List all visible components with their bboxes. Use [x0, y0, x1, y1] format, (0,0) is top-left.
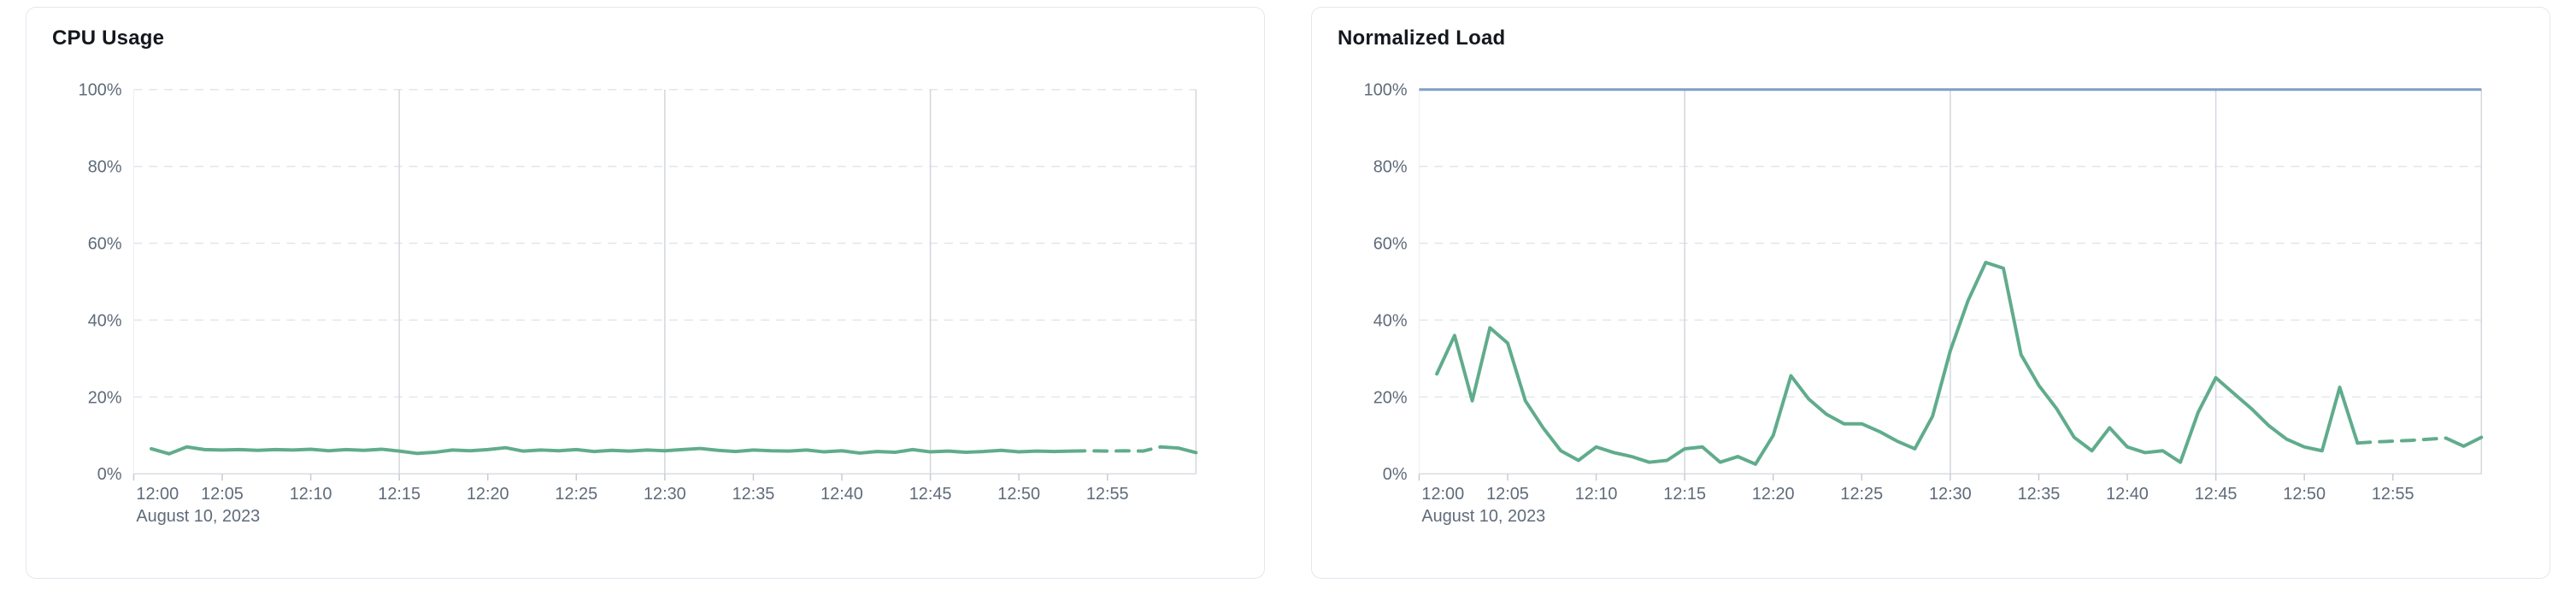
- y-axis-label: 20%: [88, 388, 122, 407]
- x-axis-label: 12:40: [820, 485, 863, 504]
- x-axis-label: 12:20: [1752, 485, 1795, 504]
- y-axis-label: 0%: [97, 465, 122, 484]
- x-axis-label: 12:25: [1840, 485, 1883, 504]
- x-axis-label: 12:10: [290, 485, 332, 504]
- cpu-usage-series-line[interactable]: [150, 445, 1074, 456]
- x-axis-label: 12:35: [2018, 485, 2061, 504]
- normalized-load-chart-title: Normalized Load: [1338, 27, 1506, 50]
- x-axis-date-label: August 10, 2023: [136, 507, 260, 526]
- monitoring-dashboard: CPU Usage 0% 20% 40% 60% 80% 100% 12:00 12:05 12…: [26, 7, 2550, 579]
- y-axis-label: 60%: [1373, 235, 1408, 254]
- x-axis-label: 12:25: [555, 485, 597, 504]
- x-axis-label: 12:00: [1421, 485, 1464, 504]
- y-axis-label: 60%: [88, 235, 122, 254]
- x-axis-label: 12:00: [136, 485, 179, 504]
- x-axis-label: 12:05: [201, 485, 244, 504]
- cpu-usage-chart-title: CPU Usage: [52, 27, 165, 50]
- cpu-usage-card: CPU Usage 0% 20% 40% 60% 80% 100% 12:00 12:05 12…: [26, 7, 1265, 579]
- x-axis-label: 12:50: [2283, 485, 2326, 504]
- y-axis-label: 80%: [1373, 158, 1408, 177]
- x-axis-label: 12:55: [2372, 485, 2414, 504]
- normalized-load-series-line-tail[interactable]: [2444, 435, 2484, 448]
- x-axis-label: 12:35: [732, 485, 775, 504]
- x-axis-label: 12:15: [1663, 485, 1706, 504]
- normalized-load-chart-canvas[interactable]: 0% 20% 40% 60% 80% 100% 12:00 12:05 12:10 12:15 12…: [1334, 56, 2527, 566]
- cpu-usage-series-line-projected[interactable]: [1070, 445, 1162, 453]
- x-axis-label: 12:30: [1929, 485, 1972, 504]
- cpu-usage-chart-canvas[interactable]: 0% 20% 40% 60% 80% 100% 12:00 12:05 12:10 12:15 12…: [49, 56, 1242, 566]
- y-axis-label: 40%: [88, 311, 122, 330]
- x-axis-label: 12:30: [644, 485, 686, 504]
- cpu-usage-series-line-tail[interactable]: [1158, 445, 1198, 455]
- x-axis-label: 12:45: [2195, 485, 2238, 504]
- y-axis-label: 80%: [88, 158, 122, 177]
- normalized-load-series-line-projected[interactable]: [2355, 436, 2448, 445]
- normalized-load-series-line[interactable]: [1435, 261, 2360, 466]
- x-axis-label: 12:05: [1486, 485, 1529, 504]
- x-axis-label: 12:45: [909, 485, 952, 504]
- x-axis-date-label: August 10, 2023: [1421, 507, 1545, 526]
- x-axis-label: 12:40: [2106, 485, 2149, 504]
- x-axis-label: 12:50: [997, 485, 1040, 504]
- y-axis-label: 100%: [79, 81, 122, 100]
- y-axis-label: 40%: [1373, 311, 1408, 330]
- y-axis-label: 100%: [1364, 81, 1408, 100]
- x-axis-label: 12:15: [378, 485, 421, 504]
- x-axis-label: 12:20: [467, 485, 509, 504]
- x-axis-label: 12:10: [1575, 485, 1618, 504]
- y-axis-label: 20%: [1373, 388, 1408, 407]
- y-axis-label: 0%: [1383, 465, 1408, 484]
- x-axis-label: 12:55: [1086, 485, 1129, 504]
- normalized-load-card: Normalized Load 0% 20% 40% 60% 80% 100% 12:00 1…: [1311, 7, 2550, 579]
